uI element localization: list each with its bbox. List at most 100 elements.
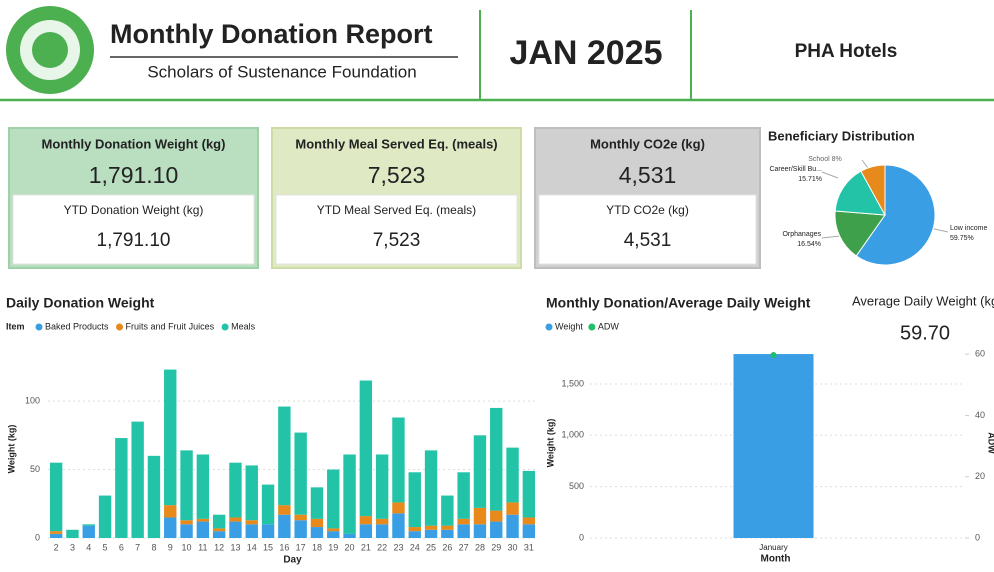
x-tick-label: 13: [230, 542, 240, 552]
kpi-ytd-box: [538, 194, 757, 265]
x-tick-label: 12: [214, 542, 224, 552]
chart-title: Monthly Donation/Average Daily Weight: [546, 295, 811, 311]
x-tick-label: 24: [410, 542, 420, 552]
x-tick-label: 28: [475, 542, 485, 552]
bar-segment: [164, 369, 177, 506]
x-tick-label: 19: [328, 542, 338, 552]
bar-segment: [115, 438, 128, 538]
bar-segment: [278, 505, 291, 515]
kpi-value: 4,531: [619, 162, 677, 188]
x-tick-label: 21: [361, 542, 371, 552]
bar-segment: [424, 525, 438, 530]
report-title: Monthly Donation Report: [110, 19, 432, 49]
x-tick-label: 15: [263, 542, 273, 552]
bar-segment: [375, 518, 389, 525]
kpi-ytd-box: [12, 194, 255, 265]
x-tick-label: 7: [135, 542, 140, 552]
bar-segment: [196, 518, 210, 522]
bar-segment: [180, 520, 193, 525]
x-tick-label: 30: [508, 542, 518, 552]
bar-segment: [522, 517, 536, 525]
bar-segment: [294, 520, 307, 538]
bar-segment: [310, 518, 324, 528]
bar-segment: [261, 484, 275, 525]
bar-segment: [82, 524, 95, 526]
bar-segment: [506, 514, 519, 538]
bar-segment: [229, 521, 242, 538]
kpi-value: 1,791.10: [89, 162, 179, 188]
x-tick-label: 29: [491, 542, 501, 552]
legend-swatch: [116, 323, 124, 331]
x-tick-label: 11: [198, 542, 207, 552]
bar-segment: [327, 528, 340, 532]
kpi-title: Monthly Meal Served Eq. (meals): [295, 136, 497, 151]
y2-tick-label: 20: [975, 471, 985, 481]
bar-segment: [490, 407, 503, 511]
x-tick-label: 3: [70, 542, 75, 552]
kpi-ytd-title: YTD Donation Weight (kg): [64, 203, 204, 217]
y-tick-label: 1,500: [561, 378, 584, 388]
bar-segment: [408, 531, 421, 538]
bar-segment: [66, 529, 79, 538]
bar-segment: [375, 454, 389, 519]
period: JAN 2025: [509, 34, 662, 72]
bar-segment: [229, 517, 242, 522]
pie-value-label: 59.75%: [950, 235, 974, 242]
bar-segment: [506, 502, 519, 515]
kpi-ytd-value: 1,791.10: [97, 230, 171, 251]
bar-segment: [212, 531, 226, 538]
bar-segment: [196, 454, 210, 519]
legend-label: Baked Products: [45, 321, 109, 331]
bar-segment: [196, 521, 210, 538]
bar-segment: [473, 524, 487, 538]
bar-segment: [441, 529, 454, 538]
bar-segment: [441, 495, 454, 526]
y-axis-label: Weight (kg): [6, 425, 16, 474]
legend-swatch: [588, 323, 596, 331]
pie-category: School: [808, 156, 830, 163]
bar-segment: [457, 518, 470, 525]
kpi-ytd-value: 7,523: [373, 230, 421, 251]
bar-segment: [392, 417, 405, 503]
bar-segment: [327, 469, 340, 529]
pie-slice: [834, 210, 886, 257]
x-tick-label: 6: [119, 542, 124, 552]
bar-segment: [359, 380, 373, 517]
x-tick-label: 9: [168, 542, 173, 552]
pie-slice: [834, 170, 886, 216]
bar-segment: [473, 507, 487, 525]
kpi-title: Monthly Donation Weight (kg): [42, 136, 226, 151]
legend-swatch: [221, 323, 229, 331]
y2-tick-label: 0: [975, 532, 980, 542]
bar-segment: [359, 524, 373, 538]
x-tick-label: 23: [393, 542, 403, 552]
bar-segment: [131, 421, 144, 538]
bar-segment: [327, 531, 340, 538]
bar-segment: [212, 528, 226, 532]
bar-segment: [229, 462, 242, 518]
bar-segment: [82, 525, 95, 538]
bar-segment: [473, 435, 487, 508]
bar-segment: [506, 447, 519, 503]
bar-segment: [278, 514, 291, 538]
legend-label: Fruits and Fruit Juices: [126, 321, 215, 331]
x-tick-label: 26: [442, 542, 452, 552]
x-tick-label: 10: [182, 542, 192, 552]
x-tick-label: 14: [247, 542, 257, 552]
bar-segment: [164, 517, 177, 538]
avg-value: 59.70: [900, 322, 950, 344]
client: PHA Hotels: [795, 41, 898, 62]
bar-segment: [490, 510, 503, 522]
legend-swatch: [35, 323, 43, 331]
legend-swatch: [545, 323, 553, 331]
bar-segment: [310, 487, 324, 519]
pie-category: Orphanages: [782, 231, 821, 238]
kpi-ytd-title: YTD Meal Served Eq. (meals): [317, 203, 476, 217]
x-tick-label: 2: [54, 542, 59, 552]
bar-segment: [245, 520, 258, 525]
bar-segment: [408, 472, 421, 528]
bar-segment: [457, 524, 470, 538]
bar-segment: [310, 527, 324, 538]
bar-segment: [49, 533, 63, 538]
bar-segment: [180, 450, 193, 521]
